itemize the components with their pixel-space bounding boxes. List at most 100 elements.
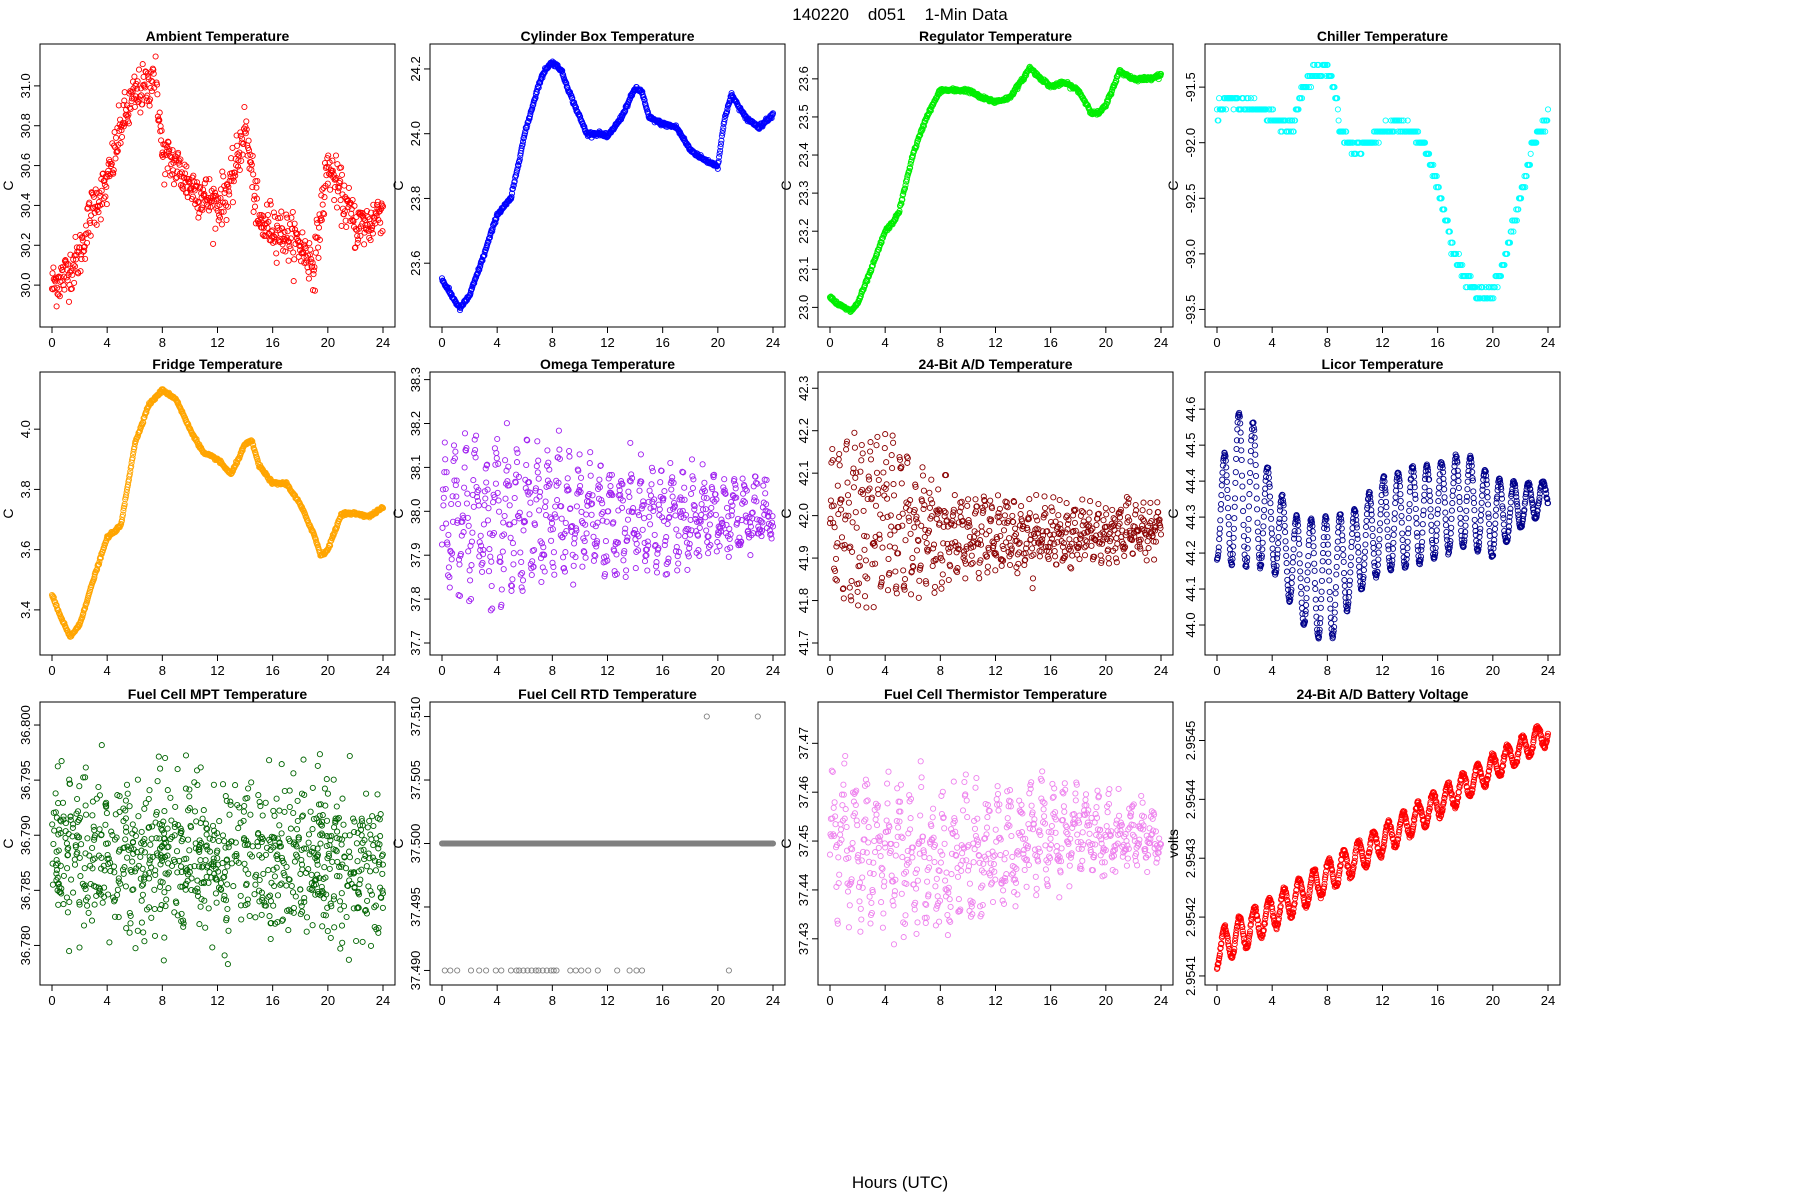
data-point — [1145, 545, 1152, 552]
data-point — [607, 483, 614, 490]
data-point — [899, 196, 906, 203]
data-point — [1041, 504, 1049, 512]
data-point — [523, 461, 530, 469]
data-point — [57, 278, 64, 285]
y-axis-label: C — [1165, 180, 1181, 190]
data-point — [847, 543, 854, 550]
data-point — [493, 449, 500, 457]
data-point — [1459, 261, 1466, 269]
data-point — [836, 462, 843, 469]
data-point — [374, 198, 381, 205]
x-tick-label: 12 — [988, 663, 1002, 678]
data-point — [53, 303, 60, 310]
data-point — [992, 567, 999, 574]
data-point — [223, 216, 230, 224]
data-point — [1390, 128, 1397, 135]
data-point — [721, 476, 728, 483]
x-tick-label: 4 — [494, 663, 501, 678]
y-tick-label: 30.2 — [18, 233, 33, 258]
x-tick-label: 4 — [1269, 335, 1276, 350]
data-point — [681, 484, 688, 491]
data-point — [250, 208, 257, 215]
data-point — [485, 568, 493, 575]
data-point — [272, 238, 279, 245]
data-point — [251, 196, 258, 203]
data-point — [251, 203, 259, 210]
data-point — [147, 84, 154, 92]
data-point — [232, 172, 239, 179]
x-tick-label: 24 — [766, 663, 780, 678]
data-point — [637, 451, 644, 458]
data-point — [890, 481, 897, 488]
data-point — [1449, 239, 1456, 246]
data-point — [226, 177, 233, 184]
data-point — [108, 160, 115, 167]
data-point — [290, 249, 297, 256]
data-point — [1430, 161, 1437, 168]
data-point — [349, 196, 356, 204]
y-tick-label: 42.0 — [796, 503, 811, 528]
data-point — [1398, 117, 1405, 124]
data-point — [929, 562, 936, 570]
data-point — [112, 155, 119, 162]
data-point — [902, 537, 909, 544]
data-point — [49, 286, 56, 293]
data-point — [636, 487, 643, 494]
data-point — [1287, 128, 1294, 135]
data-point — [723, 504, 731, 511]
data-point — [342, 217, 349, 224]
y-tick-label: 23.5 — [796, 104, 811, 129]
plot-frame — [429, 43, 786, 328]
y-axis-label: C — [778, 180, 794, 190]
panel-title: Chiller Temperature — [1317, 28, 1448, 44]
data-point — [714, 165, 721, 172]
data-point — [1121, 552, 1128, 560]
data-point — [689, 485, 696, 492]
data-point — [509, 186, 516, 193]
data-point — [484, 517, 492, 524]
data-point — [273, 259, 280, 266]
data-point — [962, 575, 969, 582]
data-point — [918, 522, 925, 529]
data-point — [68, 285, 75, 292]
data-point — [649, 468, 656, 475]
x-tick-label: 4 — [104, 663, 111, 678]
data-point — [1438, 195, 1445, 202]
data-point — [448, 556, 455, 563]
data-point — [153, 81, 161, 88]
data-point — [273, 250, 280, 257]
data-point — [131, 73, 138, 80]
data-point — [1527, 150, 1534, 157]
data-point — [867, 448, 874, 455]
data-point — [900, 567, 907, 574]
data-point — [639, 526, 646, 533]
data-point — [461, 484, 468, 491]
data-point — [1088, 542, 1095, 549]
data-point — [311, 287, 318, 294]
data-point — [513, 446, 520, 453]
data-point — [846, 584, 853, 591]
data-point — [1078, 507, 1085, 515]
data-point — [334, 188, 341, 195]
data-point — [564, 475, 571, 482]
y-axis-label: C — [778, 508, 794, 518]
data-point — [508, 193, 515, 200]
data-point — [716, 150, 723, 157]
y-tick-label: 23.1 — [796, 257, 811, 282]
data-point — [998, 562, 1005, 569]
x-tick-label: 4 — [882, 663, 889, 678]
x-tick-label: 20 — [1099, 335, 1113, 350]
data-point — [129, 88, 136, 95]
data-point — [888, 452, 895, 459]
data-point — [719, 127, 726, 134]
data-point — [304, 264, 311, 271]
data-point — [1479, 284, 1486, 291]
data-point — [666, 507, 673, 514]
data-point — [95, 209, 102, 216]
data-point — [97, 216, 104, 223]
data-points — [48, 53, 387, 310]
data-point — [80, 244, 87, 251]
data-point — [647, 521, 654, 528]
data-point — [333, 204, 341, 211]
data-point — [241, 103, 248, 111]
